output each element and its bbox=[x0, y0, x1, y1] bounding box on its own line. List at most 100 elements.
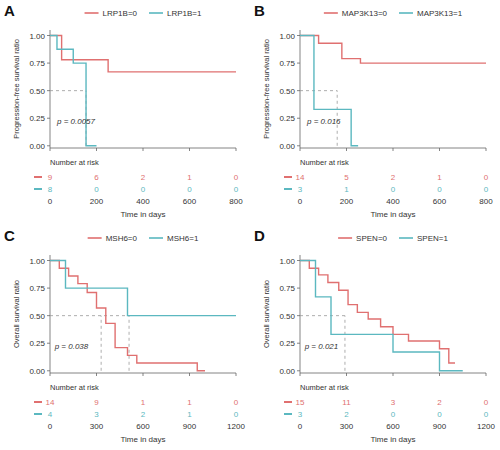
p-value: p = 0.038 bbox=[54, 342, 89, 351]
x-tick-label: 1200 bbox=[477, 422, 495, 431]
x-axis-label: Time in days bbox=[370, 210, 415, 219]
p-value: p = 0.021 bbox=[304, 342, 339, 351]
risk-count: 11 bbox=[342, 398, 351, 407]
x-tick-label: 300 bbox=[90, 422, 104, 431]
risk-count: 0 bbox=[484, 410, 489, 419]
y-tick bbox=[297, 145, 300, 146]
x-tick bbox=[439, 373, 440, 376]
x-tick-label: 0 bbox=[48, 422, 53, 431]
risk-count: 0 bbox=[437, 410, 442, 419]
risk-row-key bbox=[284, 176, 292, 178]
risk-count: 5 bbox=[344, 173, 349, 182]
x-tick bbox=[236, 373, 237, 376]
x-tick bbox=[393, 373, 394, 376]
x-tick bbox=[346, 373, 347, 376]
risk-count: 0 bbox=[94, 185, 99, 194]
x-tick-label: 0 bbox=[298, 422, 303, 431]
legend-label: SPEN=1 bbox=[417, 234, 448, 243]
x-axis-label: Time in days bbox=[370, 435, 415, 444]
plot-area bbox=[300, 261, 463, 371]
panel: A0.000.250.500.751.00Progression-free su… bbox=[4, 2, 243, 219]
risk-count: 3 bbox=[298, 410, 303, 419]
risk-count: 0 bbox=[141, 185, 146, 194]
plot-area bbox=[300, 36, 486, 146]
x-tick-label: 1200 bbox=[227, 422, 245, 431]
x-tick bbox=[96, 148, 97, 151]
legend: LRP1B=0LRP1B=1 bbox=[85, 9, 202, 18]
x-tick-label: 600 bbox=[136, 422, 150, 431]
y-tick-label: 0.75 bbox=[29, 284, 45, 293]
y-tick-label: 0.25 bbox=[279, 339, 295, 348]
y-tick-label: 0.00 bbox=[29, 367, 45, 376]
legend-label: MAP3K13=0 bbox=[342, 9, 388, 18]
panel: B0.000.250.500.751.00Progression-free su… bbox=[254, 2, 493, 219]
risk-count: 0 bbox=[234, 398, 239, 407]
median-line bbox=[300, 90, 337, 91]
x-tick bbox=[486, 148, 487, 151]
legend-item: MAP3K13=0 bbox=[324, 9, 388, 18]
risk-count: 1 bbox=[187, 173, 192, 182]
y-tick-label: 0.25 bbox=[29, 114, 45, 123]
legend-swatch bbox=[149, 12, 163, 14]
x-tick-label: 600 bbox=[433, 197, 447, 206]
x-tick bbox=[50, 148, 51, 151]
y-tick-label: 0.00 bbox=[279, 142, 295, 151]
survival-curve bbox=[50, 261, 236, 316]
y-tick bbox=[47, 90, 50, 91]
median-line bbox=[344, 316, 345, 371]
legend-item: MAP3K13=1 bbox=[399, 9, 463, 18]
x-tick bbox=[143, 373, 144, 376]
x-tick bbox=[346, 148, 347, 151]
risk-count: 6 bbox=[94, 173, 99, 182]
median-line bbox=[50, 90, 86, 91]
legend-swatch bbox=[149, 237, 163, 239]
panel-label: C bbox=[4, 227, 15, 244]
risk-count: 2 bbox=[344, 410, 349, 419]
x-tick-label: 200 bbox=[340, 197, 354, 206]
risk-count: 2 bbox=[141, 410, 146, 419]
legend-label: MAP3K13=1 bbox=[417, 9, 463, 18]
y-tick bbox=[47, 315, 50, 316]
plot-area bbox=[50, 261, 236, 371]
x-tick bbox=[189, 148, 190, 151]
legend-item: LRP1B=1 bbox=[149, 9, 202, 18]
x-tick-label: 900 bbox=[433, 422, 447, 431]
x-tick bbox=[486, 373, 487, 376]
risk-count: 14 bbox=[296, 173, 305, 182]
x-tick-label: 600 bbox=[386, 422, 400, 431]
risk-table-title: Number at risk bbox=[300, 383, 349, 392]
panel-label: D bbox=[254, 227, 265, 244]
figure: A0.000.250.500.751.00Progression-free su… bbox=[0, 0, 500, 450]
survival-curve bbox=[300, 36, 486, 64]
risk-count: 2 bbox=[141, 173, 146, 182]
risk-count: 1 bbox=[141, 398, 146, 407]
median-line bbox=[101, 316, 102, 371]
survival-curve bbox=[300, 261, 463, 371]
risk-count: 0 bbox=[484, 173, 489, 182]
y-axis-line bbox=[50, 30, 51, 148]
median-line bbox=[50, 315, 129, 316]
y-tick bbox=[47, 370, 50, 371]
risk-row-key bbox=[34, 401, 42, 403]
survival-curve bbox=[300, 36, 358, 146]
median-line bbox=[129, 316, 130, 371]
x-tick-label: 300 bbox=[340, 422, 354, 431]
risk-count: 0 bbox=[391, 410, 396, 419]
y-tick bbox=[297, 118, 300, 119]
y-tick-label: 0.75 bbox=[279, 59, 295, 68]
y-tick-label: 1.00 bbox=[279, 32, 295, 41]
risk-count: 0 bbox=[391, 185, 396, 194]
panel-label: A bbox=[4, 2, 15, 19]
x-tick-label: 400 bbox=[386, 197, 400, 206]
y-tick-label: 0.25 bbox=[279, 114, 295, 123]
survival-curve bbox=[300, 261, 455, 364]
y-tick bbox=[297, 63, 300, 64]
risk-count: 2 bbox=[391, 173, 396, 182]
legend-item: MSH6=0 bbox=[88, 234, 138, 243]
y-tick-label: 0.00 bbox=[29, 142, 45, 151]
panel: C0.000.250.500.751.00Overall survival ra… bbox=[4, 227, 245, 444]
panel-label: B bbox=[254, 2, 265, 19]
y-tick bbox=[297, 343, 300, 344]
x-tick bbox=[50, 373, 51, 376]
risk-count: 4 bbox=[48, 410, 53, 419]
